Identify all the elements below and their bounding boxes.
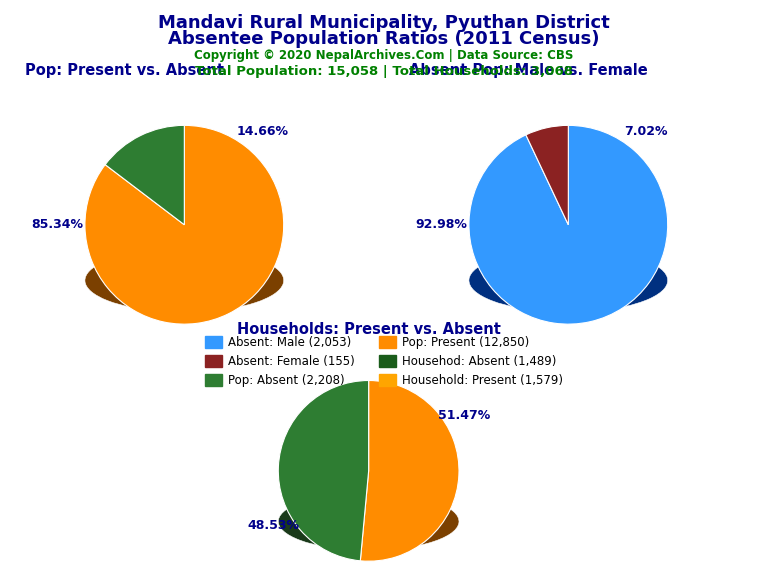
Wedge shape [85,249,283,312]
Wedge shape [105,249,184,281]
Wedge shape [85,126,283,324]
Title: Households: Present vs. Absent: Households: Present vs. Absent [237,323,501,338]
Wedge shape [105,126,184,225]
Wedge shape [526,249,568,281]
Text: Mandavi Rural Municipality, Pyuthan District: Mandavi Rural Municipality, Pyuthan Dist… [158,14,610,32]
Wedge shape [360,381,459,561]
Text: Absentee Population Ratios (2011 Census): Absentee Population Ratios (2011 Census) [168,30,600,48]
Wedge shape [526,126,568,225]
Text: Copyright © 2020 NepalArchives.Com | Data Source: CBS: Copyright © 2020 NepalArchives.Com | Dat… [194,49,574,62]
Text: 51.47%: 51.47% [438,409,490,422]
Text: Absent Pop: Male vs. Female: Absent Pop: Male vs. Female [409,63,648,78]
Text: 85.34%: 85.34% [31,218,83,231]
Legend: Absent: Male (2,053), Absent: Female (155), Pop: Absent (2,208), Pop: Present (1: Absent: Male (2,053), Absent: Female (15… [200,331,568,392]
Wedge shape [360,492,459,550]
Text: Total Population: 15,058 | Total Households: 3,068: Total Population: 15,058 | Total Househo… [195,65,573,78]
Wedge shape [278,381,369,561]
Text: 14.66%: 14.66% [237,126,288,138]
Wedge shape [278,492,369,550]
Wedge shape [469,249,667,312]
Text: Pop: Present vs. Absent: Pop: Present vs. Absent [25,63,224,78]
Text: 92.98%: 92.98% [415,218,467,231]
Wedge shape [469,126,667,324]
Text: 48.53%: 48.53% [247,520,300,532]
Text: 7.02%: 7.02% [624,126,668,138]
